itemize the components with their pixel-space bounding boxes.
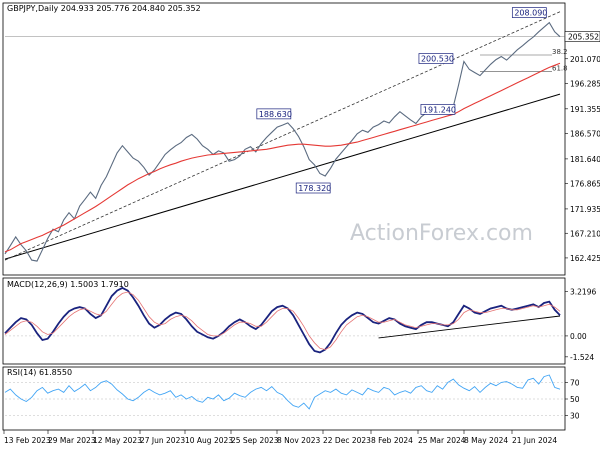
series-gbpjpy <box>4 21 561 262</box>
rsi-panel: RSI(14) 61.8550 70 50 30 <box>2 366 580 431</box>
price-annotation-box <box>295 182 331 194</box>
x-tick-label: 25 Sep 2023 <box>231 436 279 445</box>
macd-series <box>4 286 561 354</box>
x-tick-label: 25 Mar 2024 <box>418 436 466 445</box>
rsi-label: RSI(14) 61.8550 <box>7 368 72 377</box>
last-price-box <box>564 31 600 42</box>
last-price-line: 205.352 <box>5 31 600 42</box>
price-y-tick-label: 176.865 <box>570 180 600 189</box>
x-tick-label: 12 May 2023 <box>93 436 142 445</box>
price-y-tick-label: 162.425 <box>570 254 600 263</box>
rsi-y-tick-label: 50 <box>570 395 580 404</box>
dashed-channel-line <box>4 11 561 261</box>
price-annotation-box <box>256 108 292 120</box>
rsi-y-axis: 70 50 30 <box>5 378 580 421</box>
price-y-tick-label: 167.210 <box>570 229 600 238</box>
symbol-header: GBPJPY,Daily 204.933 205.776 204.840 205… <box>7 4 201 13</box>
fib-level-label: 38.2 <box>552 48 568 56</box>
x-tick-label: 10 Aug 2023 <box>185 436 233 445</box>
price-panel: GBPJPY,Daily 204.933 205.776 204.840 205… <box>2 2 600 276</box>
watermark: ActionForex.com <box>350 221 533 246</box>
x-tick-label: 22 Dec 2023 <box>323 436 371 445</box>
macd-panel: MACD(12,26,9) 1.5003 1.7910 3.2196 0.00 -1… <box>2 277 596 365</box>
price-y-tick-label: 171.935 <box>570 205 600 214</box>
price-y-tick-label: 186.570 <box>570 129 600 138</box>
x-tick-label: 8 May 2024 <box>464 436 508 445</box>
macd-trendline <box>378 315 561 339</box>
macd-label: MACD(12,26,9) 1.5003 1.7910 <box>7 280 129 289</box>
macd-series-macd <box>4 286 561 354</box>
price-annotation-label: 208.090 <box>514 9 547 18</box>
x-tick-label: 21 Jun 2024 <box>512 436 557 445</box>
macd-y-tick-label: 0.00 <box>570 332 587 341</box>
last-price-label: 205.352 <box>568 33 599 42</box>
x-tick-label: 27 Jun 2023 <box>140 436 185 445</box>
rsi-series <box>4 374 561 410</box>
series-sma <box>4 62 561 253</box>
macd-y-tick-label: 3.2196 <box>570 288 596 297</box>
price-annotation-box <box>420 104 456 115</box>
price-y-tick-label: 191.355 <box>570 105 600 114</box>
x-tick-label: 29 Mar 2023 <box>48 436 96 445</box>
price-annotation-label: 188.630 <box>259 110 292 119</box>
price-y-tick-label: 201.070 <box>570 55 600 64</box>
price-annotation-box <box>511 7 547 18</box>
macd-y-axis: 3.2196 0.00 -1.524 <box>5 288 596 362</box>
fib-level-label: 61.8 <box>552 64 568 72</box>
rsi-y-tick-label: 30 <box>570 412 580 421</box>
rsi-series-line <box>4 374 561 410</box>
macd-series-signal <box>4 291 561 351</box>
price-y-tick-label: 181.640 <box>570 155 600 164</box>
price-y-axis: 201.070 196.285 191.355 186.570 181.640 176.8… <box>565 55 600 263</box>
price-y-tick-label: 196.285 <box>570 79 600 88</box>
x-tick-label: 13 Feb 2023 <box>4 436 51 445</box>
support-trendline <box>4 93 561 260</box>
price-annotation-box <box>418 53 454 64</box>
macd-y-tick-label: -1.524 <box>570 353 594 362</box>
price-annotation-label: 200.530 <box>421 55 454 64</box>
x-tick-label: 8 Nov 2023 <box>277 436 320 445</box>
price-annotations: 188.630 178.320 200.530 191.240 208.090 <box>256 7 547 194</box>
price-annotation-label: 178.320 <box>298 184 331 193</box>
price-series <box>4 11 561 262</box>
x-tick-label: 8 Feb 2024 <box>371 436 413 445</box>
price-annotation-label: 191.240 <box>423 105 456 114</box>
rsi-y-tick-label: 70 <box>570 378 580 387</box>
